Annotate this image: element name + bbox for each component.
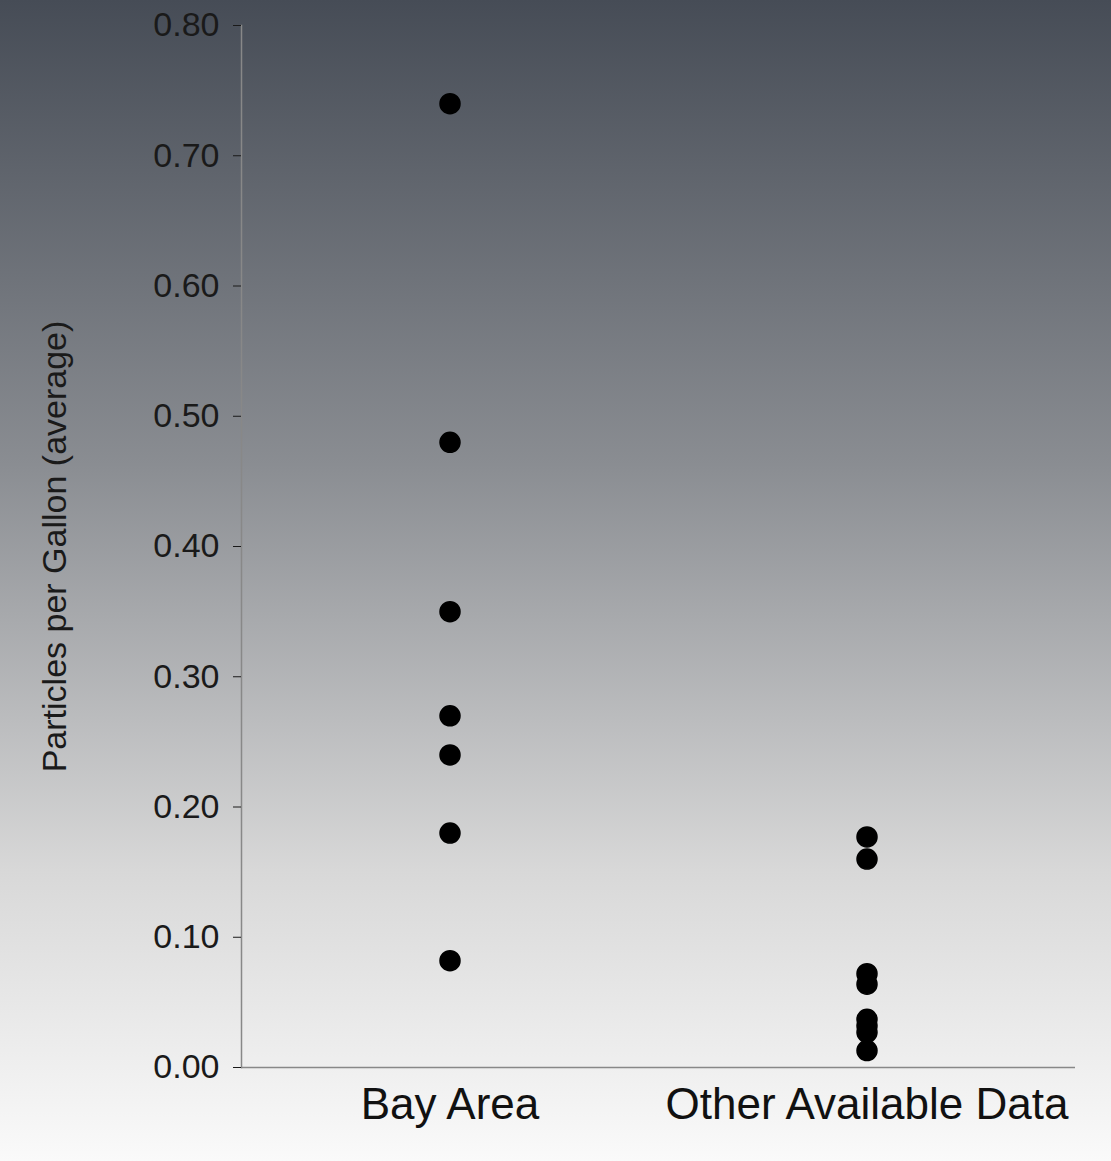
svg-text:Other Available Data: Other Available Data bbox=[666, 1079, 1069, 1128]
svg-text:Particles per Gallon (average): Particles per Gallon (average) bbox=[35, 321, 73, 773]
svg-text:0.20: 0.20 bbox=[153, 787, 219, 825]
svg-text:0.70: 0.70 bbox=[153, 136, 219, 174]
svg-text:0.00: 0.00 bbox=[153, 1047, 219, 1085]
svg-text:0.40: 0.40 bbox=[153, 526, 219, 564]
svg-text:0.80: 0.80 bbox=[153, 5, 219, 43]
svg-text:0.10: 0.10 bbox=[153, 917, 219, 955]
svg-text:Bay Area: Bay Area bbox=[361, 1079, 540, 1128]
svg-text:0.50: 0.50 bbox=[153, 396, 219, 434]
svg-text:0.30: 0.30 bbox=[153, 657, 219, 695]
svg-text:0.60: 0.60 bbox=[153, 266, 219, 304]
